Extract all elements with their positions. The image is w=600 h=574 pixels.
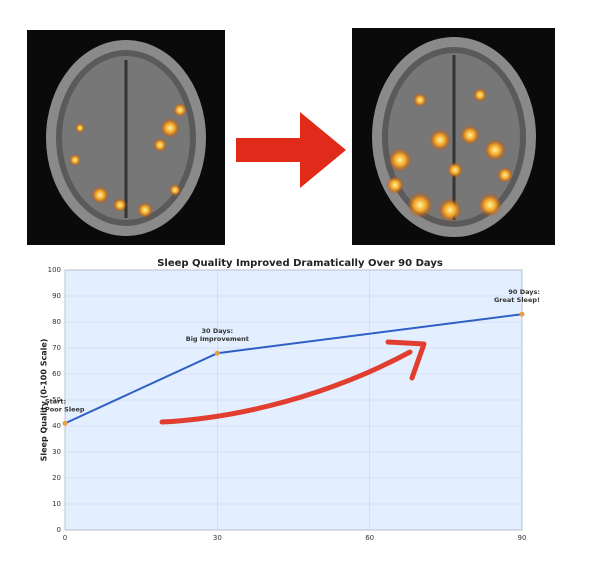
transition-arrow (236, 112, 346, 188)
annotation: Start: (45, 397, 66, 405)
x-tick-label: 60 (365, 534, 374, 542)
y-tick-label: 50 (52, 396, 61, 404)
annotation: Great Sleep! (494, 296, 540, 304)
x-tick-label: 0 (63, 534, 67, 542)
annotation: Big Improvement (186, 335, 249, 343)
y-tick-label: 90 (52, 292, 61, 300)
x-tick-label: 30 (213, 534, 222, 542)
data-point (519, 311, 525, 317)
y-tick-label: 40 (52, 422, 61, 430)
y-tick-label: 80 (52, 318, 61, 326)
hand-drawn-arrow (159, 339, 427, 425)
y-tick-label: 30 (52, 448, 61, 456)
data-point (62, 420, 68, 426)
chart-title: Sleep Quality Improved Dramatically Over… (157, 258, 443, 269)
y-axis-label: Sleep Quality (0-100 Scale) (40, 339, 49, 462)
data-point (214, 350, 220, 356)
y-tick-label: 70 (52, 344, 61, 352)
y-tick-label: 10 (52, 500, 61, 508)
y-tick-label: 60 (52, 370, 61, 378)
chart-layer: 0 10 20 30 40 50 60 70 80 90 100 0 30 60 90 Start:Poor … (45, 266, 540, 542)
annotation: 30 Days: (202, 327, 234, 335)
brain-scan-after (352, 28, 555, 245)
annotation: 90 Days: (508, 288, 540, 296)
y-tick-label: 0 (57, 526, 61, 534)
x-tick-label: 90 (518, 534, 527, 542)
annotation: Poor Sleep (45, 405, 85, 413)
y-tick-label: 100 (48, 266, 61, 274)
brain-scan-before (27, 30, 225, 245)
y-tick-label: 20 (52, 474, 61, 482)
